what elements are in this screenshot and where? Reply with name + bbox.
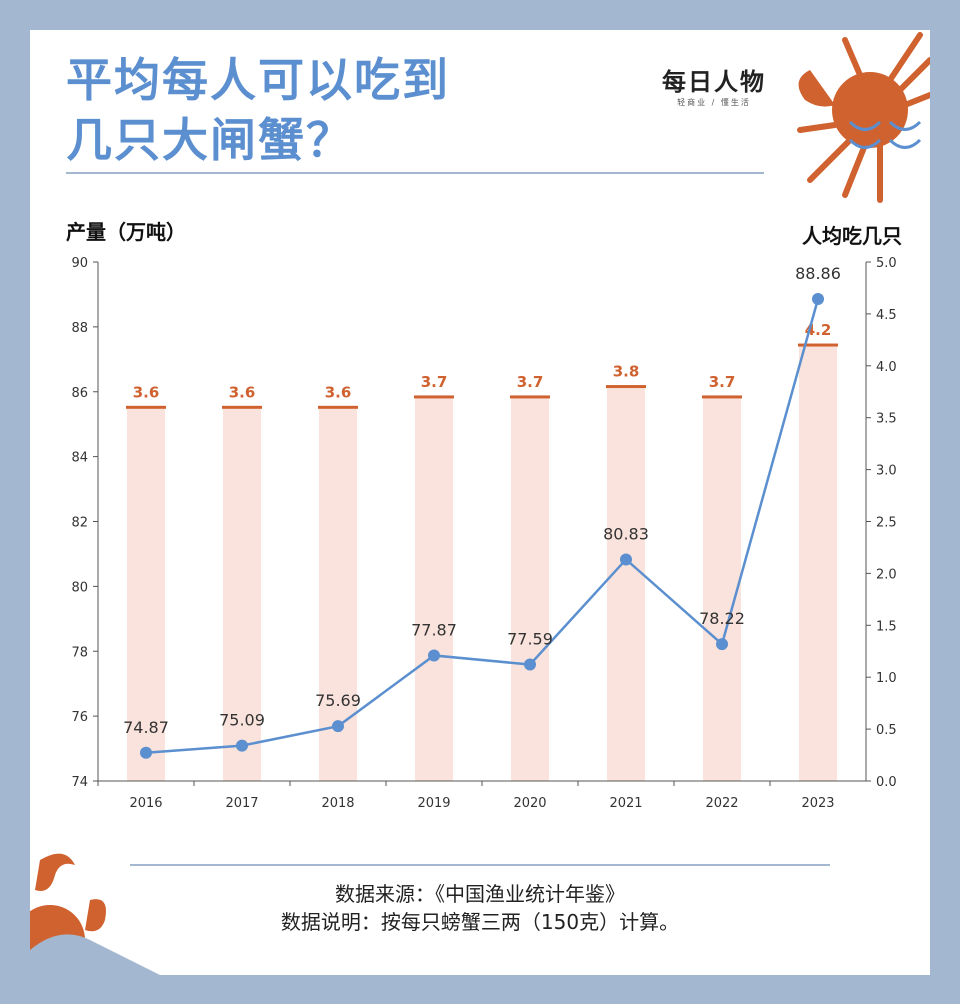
crab-icon-top — [797, 32, 930, 203]
line-point — [716, 638, 728, 651]
bar — [415, 396, 453, 781]
left-tick-label: 90 — [71, 256, 88, 271]
line-point — [332, 720, 344, 733]
right-tick-label: 3.0 — [876, 464, 897, 479]
footer-divider — [130, 864, 830, 866]
bar-top-line — [222, 405, 262, 409]
right-tick-label: 0.0 — [876, 775, 897, 790]
bar-label: 3.6 — [229, 383, 256, 401]
line-series — [145, 298, 820, 755]
card — [30, 30, 930, 975]
line-label: 75.09 — [219, 711, 265, 730]
bar — [703, 396, 741, 781]
x-tick-label: 2018 — [321, 796, 354, 811]
bar-label: 3.7 — [421, 373, 448, 391]
right-tick-label: 0.5 — [876, 723, 897, 738]
bar-label: 3.7 — [517, 373, 544, 391]
bar — [511, 396, 549, 781]
left-axis-title: 产量（万吨） — [66, 220, 186, 244]
line-label: 77.59 — [507, 630, 553, 649]
x-tick-label: 2021 — [609, 796, 642, 811]
line-label: 75.69 — [315, 691, 361, 710]
logo: 每日人物 轻商业 / 懂生活 — [662, 62, 766, 108]
line-point — [428, 649, 440, 662]
left-tick-label: 74 — [71, 775, 88, 790]
x-tick-label: 2022 — [705, 796, 738, 811]
x-tick-label: 2020 — [513, 796, 546, 811]
line-label: 88.86 — [795, 264, 841, 283]
right-tick-label: 2.5 — [876, 516, 897, 531]
line-label: 74.87 — [123, 718, 169, 737]
footer-note: 数据说明：按每只螃蟹三两（150克）计算。 — [280, 910, 680, 934]
right-tick-label: 1.5 — [876, 619, 897, 634]
left-tick-label: 78 — [71, 645, 88, 660]
bar-top-line — [414, 395, 454, 399]
left-tick-label: 82 — [71, 516, 88, 531]
crab-icon-bottom — [30, 853, 160, 975]
left-tick-label: 84 — [71, 451, 88, 466]
title-divider — [66, 172, 764, 174]
bar-label: 3.6 — [133, 383, 160, 401]
right-tick-label: 4.5 — [876, 308, 897, 323]
bar-top-line — [702, 395, 742, 399]
bar-top-line — [510, 395, 550, 399]
right-tick-label: 1.0 — [876, 671, 897, 686]
page-title: 平均每人可以吃到 几只大闸蟹？ — [66, 50, 450, 170]
bar — [127, 407, 165, 781]
bar — [799, 345, 837, 781]
line-point — [524, 658, 536, 671]
right-axis-title: 人均吃几只 — [802, 224, 902, 248]
left-tick-label: 80 — [71, 580, 88, 595]
left-tick-label: 76 — [71, 710, 88, 725]
bar-top-line — [606, 385, 646, 389]
left-tick-label: 86 — [71, 386, 88, 401]
x-tick-label: 2023 — [801, 796, 834, 811]
bar-label: 3.6 — [325, 383, 352, 401]
line-point — [812, 292, 824, 305]
line-label: 80.83 — [603, 524, 649, 543]
footer-source: 数据来源：《中国渔业统计年鉴》 — [335, 882, 625, 906]
logo-sub: 轻商业 / 懂生活 — [677, 98, 751, 107]
title-line-2: 几只大闸蟹？ — [66, 113, 354, 167]
bar-top-line — [318, 405, 358, 409]
bar-top-line — [798, 343, 838, 347]
right-tick-label: 3.5 — [876, 412, 897, 427]
line-label: 78.22 — [699, 609, 745, 628]
line-point — [140, 746, 152, 759]
left-tick-label: 88 — [71, 321, 88, 336]
bar — [607, 386, 645, 781]
title-line-1: 平均每人可以吃到 — [66, 53, 450, 107]
right-tick-label: 5.0 — [876, 256, 897, 271]
line-point — [620, 553, 632, 566]
right-tick-label: 2.0 — [876, 567, 897, 582]
right-tick-label: 4.0 — [876, 360, 897, 375]
line-point — [236, 739, 248, 752]
logo-main: 每日人物 — [662, 68, 766, 96]
x-tick-label: 2019 — [417, 796, 450, 811]
x-tick-label: 2016 — [129, 796, 162, 811]
line-label: 77.87 — [411, 620, 457, 639]
x-tick-label: 2017 — [225, 796, 258, 811]
bar — [223, 407, 261, 781]
bar — [319, 407, 357, 781]
bar-label: 3.7 — [709, 373, 736, 391]
bar-label: 3.8 — [613, 363, 640, 381]
bar-top-line — [126, 405, 166, 409]
